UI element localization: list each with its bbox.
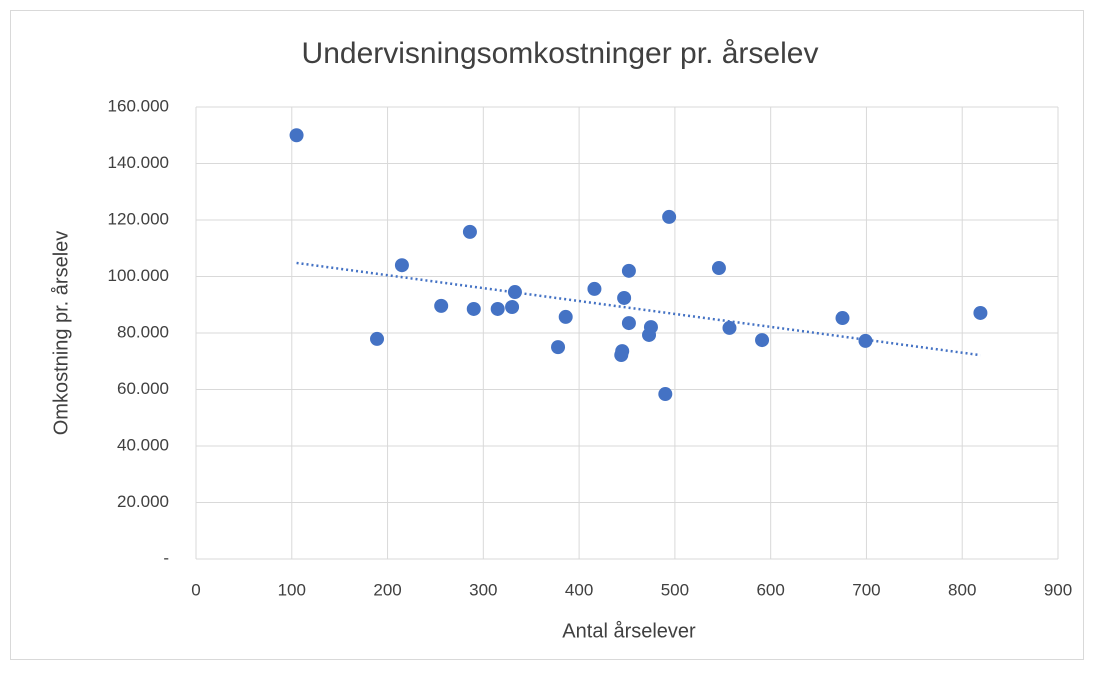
x-tick-label: 600: [756, 580, 784, 599]
x-axis-label: Antal årselever: [562, 620, 696, 642]
data-point: [658, 387, 673, 402]
x-tick-label: 200: [373, 580, 401, 599]
x-tick-label: 100: [278, 580, 306, 599]
x-tick-label: 800: [948, 580, 976, 599]
data-point: [643, 320, 658, 335]
x-tick-label: 0: [191, 580, 200, 599]
data-point: [621, 316, 636, 331]
data-point: [755, 333, 770, 348]
trendline: [296, 261, 981, 357]
x-tick-label: 500: [661, 580, 689, 599]
data-point: [614, 348, 629, 363]
data-point: [394, 258, 409, 273]
y-axis-label: Omkostning pr. årselev: [50, 231, 72, 436]
data-point: [462, 224, 477, 239]
x-tick-label: 300: [469, 580, 497, 599]
y-tick-label: 60.000: [117, 379, 169, 398]
data-point: [711, 261, 726, 276]
data-point: [662, 209, 677, 224]
y-tick-label: 140.000: [108, 153, 169, 172]
data-point: [466, 301, 481, 316]
y-tick-label: 40.000: [117, 435, 169, 454]
data-point: [621, 263, 636, 278]
data-point: [722, 320, 737, 335]
x-tick-label: 700: [852, 580, 880, 599]
x-tick-label: 400: [565, 580, 593, 599]
y-tick-label: 160.000: [108, 96, 169, 115]
y-tick-label: -: [163, 548, 169, 567]
data-point: [289, 128, 304, 143]
data-point: [434, 298, 449, 313]
data-point: [558, 309, 573, 324]
data-point: [858, 333, 873, 348]
chart-border: [10, 10, 1084, 660]
data-point: [617, 290, 632, 305]
data-point: [587, 281, 602, 296]
data-point: [490, 301, 505, 316]
y-tick-label: 120.000: [108, 209, 169, 228]
y-tick-label: 20.000: [117, 492, 169, 511]
data-point: [973, 305, 988, 320]
data-point: [551, 340, 566, 355]
x-tick-label: 900: [1044, 580, 1072, 599]
data-point: [835, 311, 850, 326]
chart-title: Undervisningsomkostninger pr. årselev: [302, 37, 819, 70]
y-tick-label: 80.000: [117, 322, 169, 341]
data-point: [370, 331, 385, 346]
data-point: [505, 300, 520, 315]
y-tick-label: 100.000: [108, 266, 169, 285]
